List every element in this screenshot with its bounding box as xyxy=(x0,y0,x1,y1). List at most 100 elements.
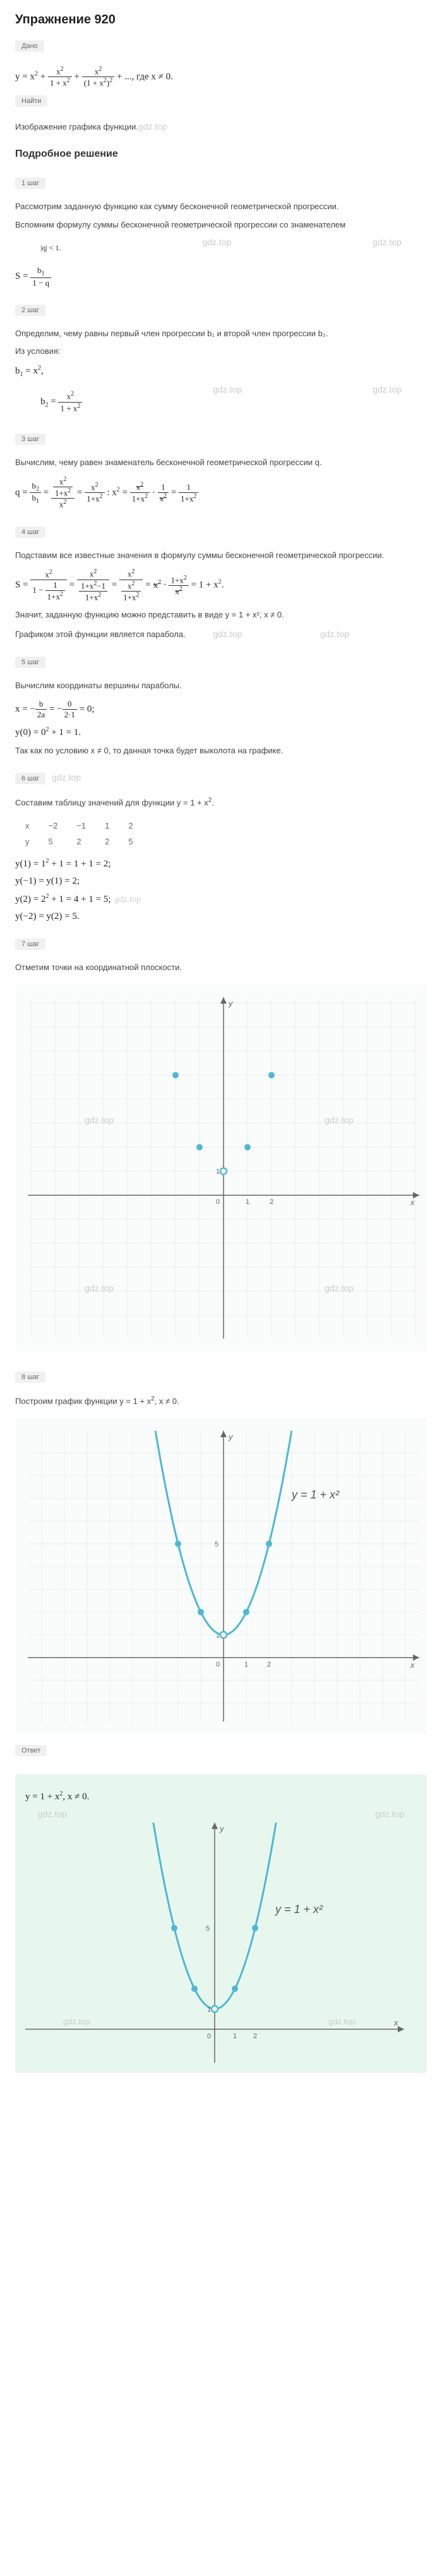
svg-text:2: 2 xyxy=(267,1660,271,1668)
step6-label: 6 шаг xyxy=(15,773,45,784)
table-cell: −2 xyxy=(40,818,67,833)
table-cell: 5 xyxy=(40,834,67,849)
answer-label: Ответ xyxy=(15,1745,47,1756)
svg-text:2: 2 xyxy=(270,1198,273,1206)
step5-note: Так как по условию x ≠ 0, то данная точк… xyxy=(15,744,427,758)
page-title: Упражнение 920 xyxy=(15,13,427,27)
step8-text: Построим график функции y = 1 + x2, x ≠ … xyxy=(15,1394,427,1408)
watermark: gdz.top xyxy=(375,1809,404,1819)
step2-b2: b2 = x21 + x2 xyxy=(40,391,82,413)
watermark: gdz.top xyxy=(114,895,141,904)
step4-result: Значит, заданную функцию можно представи… xyxy=(15,609,427,622)
svg-text:gdz.top: gdz.top xyxy=(63,2016,90,2026)
plot3-svg: 0 1 2 1 5 x y y = 1 + x² gdz.top gdz.top xyxy=(25,1823,404,2063)
svg-text:x: x xyxy=(393,2017,398,2027)
svg-text:x: x xyxy=(410,1660,415,1669)
table-cell: 5 xyxy=(119,834,141,849)
watermark: gdz.top xyxy=(213,629,242,639)
step1-q: |q| < 1. xyxy=(40,243,61,253)
solution-header: Подробное решение xyxy=(15,149,427,160)
table-cell: x xyxy=(16,818,39,833)
step2-text: Определим, чему равны первый член прогре… xyxy=(15,327,427,341)
step5-text: Вычислим координаты вершины параболы. xyxy=(15,679,427,693)
watermark: gdz.top xyxy=(373,384,402,420)
step3-text: Вычислим, чему равен знаменатель бесконе… xyxy=(15,456,427,470)
step7-label: 7 шаг xyxy=(15,939,45,950)
watermark: gdz.top xyxy=(213,384,242,420)
table-cell: y xyxy=(16,834,39,849)
svg-text:1: 1 xyxy=(244,1660,248,1668)
svg-text:5: 5 xyxy=(215,1540,218,1548)
step2-cond: Из условия: xyxy=(15,345,427,358)
step4-graph-text: Графиком этой функции является парабола. xyxy=(15,629,186,639)
svg-text:2: 2 xyxy=(253,2032,257,2039)
svg-text:1: 1 xyxy=(246,1198,249,1206)
step2-label: 2 шаг xyxy=(15,305,45,316)
watermark: gdz.top xyxy=(52,772,81,782)
step1-text1: Рассмотрим заданную функцию как сумму бе… xyxy=(15,200,427,214)
calc3: y(2) = 22 + 1 = 4 + 1 = 5;gdz.top xyxy=(15,893,427,905)
step1-sum-formula: S = b11 − q xyxy=(15,265,427,288)
svg-text:y: y xyxy=(219,1824,225,1833)
watermark: gdz.top xyxy=(138,121,167,131)
svg-text:y: y xyxy=(228,1432,234,1442)
curve-plot: xy01152y = 1 + x² xyxy=(15,1418,427,1734)
calc1: y(1) = 12 + 1 = 1 + 1 = 2; xyxy=(15,858,427,870)
find-text: Изображение графика функции.gdz.top xyxy=(15,119,427,134)
step8-label: 8 шаг xyxy=(15,1371,45,1383)
find-content: Изображение графика функции. xyxy=(15,122,138,131)
table-row: y 5 2 2 5 xyxy=(16,834,142,849)
step6-text: Составим таблицу значений для функции y … xyxy=(15,796,427,810)
svg-text:5: 5 xyxy=(206,1924,210,1932)
answer-box: y = 1 + x2, x ≠ 0. gdz.top gdz.top 0 1 2 1 5… xyxy=(15,1774,427,2073)
given-formula: y = x2 + x21 + x2 + x2(1 + x2)2 + ..., г… xyxy=(15,66,427,88)
value-table: x −2 −1 1 2 y 5 2 2 5 xyxy=(15,817,143,850)
svg-text:gdz.top: gdz.top xyxy=(328,2016,355,2026)
step4-text: Подставим все известные значения в форму… xyxy=(15,549,427,562)
svg-text:1: 1 xyxy=(207,2005,211,2013)
find-label: Найти xyxy=(15,95,47,107)
svg-text:y = 1 + x²: y = 1 + x² xyxy=(290,1488,340,1500)
step2-b1: b1 = x2, xyxy=(15,365,427,378)
step5-label: 5 шаг xyxy=(15,657,45,668)
step6-label-text: 6 шаг xyxy=(21,775,39,782)
plot1-svg: xy011gdz.topgdz.topgdz.topgdz.top2 xyxy=(28,997,419,1339)
step5-y: y(0) = 02 + 1 = 1. xyxy=(15,726,427,738)
svg-text:0: 0 xyxy=(207,2032,211,2039)
step3-formula: q = b2b1 = x21+x2x2 = x21+x2 : x2 = x21+… xyxy=(15,476,427,510)
table-cell: 1 xyxy=(96,818,118,833)
watermark: gdz.top xyxy=(38,1809,67,1819)
plot2-svg: xy01152y = 1 + x² xyxy=(28,1431,419,1722)
step4-formula: S = x21 − 11+x2 = x21+x2−11+x2 = x2x21+x… xyxy=(15,568,427,602)
svg-text:1: 1 xyxy=(233,2032,237,2039)
watermark: gdz.top xyxy=(320,629,349,639)
svg-text:gdz.top: gdz.top xyxy=(85,1115,114,1125)
table-cell: 2 xyxy=(119,818,141,833)
step4-graph: Графиком этой функции является парабола.… xyxy=(15,627,427,641)
step1-text2: Вспомним формулу суммы бесконечной геоме… xyxy=(15,219,427,232)
svg-text:gdz.top: gdz.top xyxy=(325,1283,354,1293)
svg-text:0: 0 xyxy=(216,1198,220,1206)
watermark: gdz.top xyxy=(202,237,231,259)
svg-text:0: 0 xyxy=(216,1660,220,1668)
step1-label: 1 шаг xyxy=(15,178,45,189)
step5-x: x = −b2a = −02·1 = 0; xyxy=(15,699,427,720)
watermark: gdz.top xyxy=(373,237,402,259)
table-cell: −1 xyxy=(68,818,95,833)
step7-text: Отметим точки на координатной плоскости. xyxy=(15,961,427,975)
calc4: y(−2) = y(2) = 5. xyxy=(15,911,427,922)
svg-text:gdz.top: gdz.top xyxy=(85,1283,114,1293)
answer-formula: y = 1 + x2, x ≠ 0. xyxy=(25,1790,417,1802)
table-cell: 2 xyxy=(96,834,118,849)
calc2: y(−1) = y(1) = 2; xyxy=(15,876,427,887)
table-row: x −2 −1 1 2 xyxy=(16,818,142,833)
svg-text:1: 1 xyxy=(216,1168,220,1176)
step4-label: 4 шаг xyxy=(15,526,45,538)
point-plot: xy011gdz.topgdz.topgdz.topgdz.top2 xyxy=(15,985,427,1351)
step3-label: 3 шаг xyxy=(15,434,45,445)
given-label: Дано xyxy=(15,40,44,52)
svg-text:y = 1 + x²: y = 1 + x² xyxy=(274,1902,323,1915)
table-cell: 2 xyxy=(68,834,95,849)
svg-text:x: x xyxy=(410,1198,415,1207)
svg-text:gdz.top: gdz.top xyxy=(325,1115,354,1125)
